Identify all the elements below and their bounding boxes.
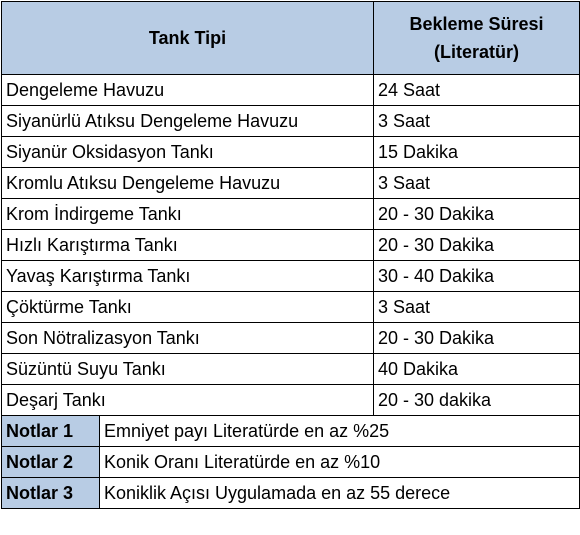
tank-name-cell: Siyanür Oksidasyon Tankı xyxy=(1,136,374,168)
note-row: Notlar 3 Koniklik Açısı Uygulamada en az… xyxy=(1,477,580,509)
tank-name-cell: Dengeleme Havuzu xyxy=(1,74,374,106)
header-waiting-time: Bekleme Süresi (Literatür) xyxy=(373,1,580,75)
table-row: Deşarj Tankı 20 - 30 dakika xyxy=(1,384,580,416)
note-row: Notlar 1 Emniyet payı Literatürde en az … xyxy=(1,415,580,447)
waiting-time-cell: 20 - 30 Dakika xyxy=(373,229,580,261)
note-label: Notlar 3 xyxy=(1,477,100,509)
table-row: Kromlu Atıksu Dengeleme Havuzu 3 Saat xyxy=(1,167,580,199)
tank-name-cell: Deşarj Tankı xyxy=(1,384,374,416)
table-row: Yavaş Karıştırma Tankı 30 - 40 Dakika xyxy=(1,260,580,292)
header-waiting-time-line2: (Literatür) xyxy=(434,42,519,62)
waiting-time-cell: 3 Saat xyxy=(373,105,580,137)
waiting-time-cell: 40 Dakika xyxy=(373,353,580,385)
note-label: Notlar 2 xyxy=(1,446,100,478)
tank-name-cell: Krom İndirgeme Tankı xyxy=(1,198,374,230)
table-row: Süzüntü Suyu Tankı 40 Dakika xyxy=(1,353,580,385)
waiting-time-table: Tank Tipi Bekleme Süresi (Literatür) Den… xyxy=(1,1,580,509)
tank-name-cell: Kromlu Atıksu Dengeleme Havuzu xyxy=(1,167,374,199)
table-header-row: Tank Tipi Bekleme Süresi (Literatür) xyxy=(1,1,580,75)
tank-name-cell: Yavaş Karıştırma Tankı xyxy=(1,260,374,292)
waiting-time-cell: 20 - 30 Dakika xyxy=(373,322,580,354)
note-text: Emniyet payı Literatürde en az %25 xyxy=(99,415,580,447)
header-waiting-time-line1: Bekleme Süresi xyxy=(409,14,544,34)
waiting-time-cell: 3 Saat xyxy=(373,291,580,323)
note-label: Notlar 1 xyxy=(1,415,100,447)
table-row: Siyanür Oksidasyon Tankı 15 Dakika xyxy=(1,136,580,168)
note-row: Notlar 2 Konik Oranı Literatürde en az %… xyxy=(1,446,580,478)
header-tank-type: Tank Tipi xyxy=(1,1,374,75)
note-text: Konik Oranı Literatürde en az %10 xyxy=(99,446,580,478)
table-row: Siyanürlü Atıksu Dengeleme Havuzu 3 Saat xyxy=(1,105,580,137)
table-row: Hızlı Karıştırma Tankı 20 - 30 Dakika xyxy=(1,229,580,261)
tank-name-cell: Süzüntü Suyu Tankı xyxy=(1,353,374,385)
waiting-time-cell: 24 Saat xyxy=(373,74,580,106)
waiting-time-cell: 20 - 30 dakika xyxy=(373,384,580,416)
tank-name-cell: Hızlı Karıştırma Tankı xyxy=(1,229,374,261)
table-row: Krom İndirgeme Tankı 20 - 30 Dakika xyxy=(1,198,580,230)
tank-name-cell: Çöktürme Tankı xyxy=(1,291,374,323)
waiting-time-cell: 3 Saat xyxy=(373,167,580,199)
table-row: Dengeleme Havuzu 24 Saat xyxy=(1,74,580,106)
tank-name-cell: Son Nötralizasyon Tankı xyxy=(1,322,374,354)
tank-name-cell: Siyanürlü Atıksu Dengeleme Havuzu xyxy=(1,105,374,137)
waiting-time-cell: 30 - 40 Dakika xyxy=(373,260,580,292)
table-row: Çöktürme Tankı 3 Saat xyxy=(1,291,580,323)
note-text: Koniklik Açısı Uygulamada en az 55 derec… xyxy=(99,477,580,509)
table-row: Son Nötralizasyon Tankı 20 - 30 Dakika xyxy=(1,322,580,354)
waiting-time-cell: 15 Dakika xyxy=(373,136,580,168)
waiting-time-cell: 20 - 30 Dakika xyxy=(373,198,580,230)
